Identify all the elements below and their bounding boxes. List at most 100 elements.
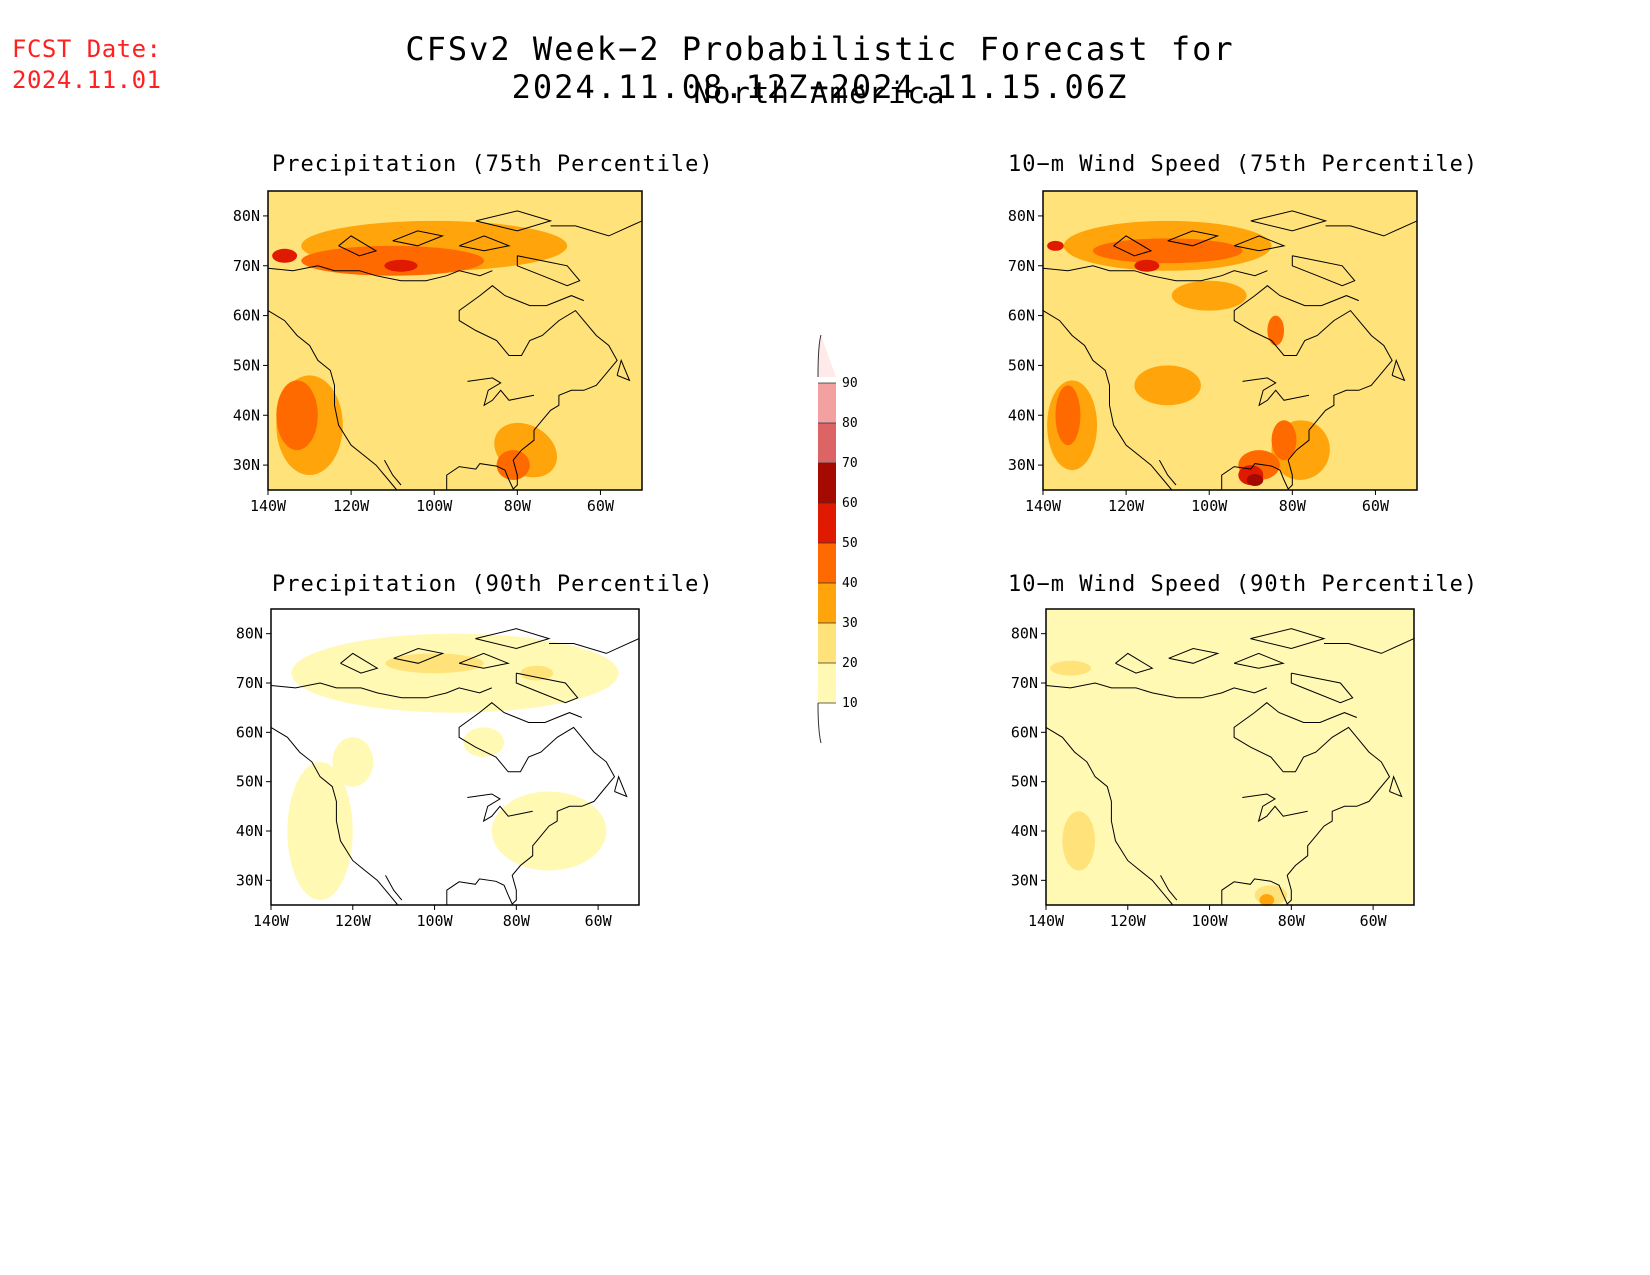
lat-tick-label: 40N [1008, 406, 1035, 424]
map-wind-90: 140W 120W 100W 80W 60W 80N 70N 60N 50N 40N 30N [1011, 608, 1415, 930]
forecast-contour [384, 259, 418, 272]
coastline [467, 377, 535, 407]
fcst-date-value: 2024.11.01 [12, 66, 162, 94]
lat-tick-label: 80N [1011, 625, 1038, 643]
panel-title-precip-75: Precipitation (75th Percentile) [272, 152, 714, 177]
colorbar-swatch [818, 583, 836, 623]
coastline [1291, 255, 1356, 287]
coastline [458, 652, 510, 669]
coastline [393, 647, 445, 664]
coastline [1242, 793, 1308, 823]
page-title: CFSv2 Week−2 Probabilistic Forecast for … [405, 30, 1235, 106]
forecast-contour [1259, 894, 1275, 906]
lat-tick-label: 30N [1008, 456, 1035, 474]
forecast-contour [463, 727, 505, 757]
coastline [467, 793, 533, 823]
coastline [475, 628, 551, 650]
forecast-contour [385, 653, 484, 674]
map-precip-90: 140W 120W 100W 80W 60W 80N 70N 60N 50N 40N 30N [236, 608, 640, 930]
colorbar-label: 20 [842, 656, 858, 671]
coastline [1045, 726, 1174, 906]
coastline [267, 265, 493, 282]
forecast-contour [1055, 385, 1081, 446]
forecast-contour [276, 380, 318, 451]
lon-tick-label: 80W [1279, 497, 1307, 515]
coastline [549, 638, 640, 654]
coastline [1168, 647, 1220, 664]
lat-tick-label: 30N [1011, 871, 1038, 889]
coastline [516, 255, 581, 287]
coastline [1115, 652, 1154, 674]
coastline [614, 775, 628, 798]
fcst-date-label: FCST Date: [12, 35, 162, 63]
lon-tick-label: 100W [1191, 912, 1228, 930]
coastline [475, 210, 553, 232]
lon-tick-label: 140W [1028, 912, 1065, 930]
colorbar-swatch [818, 383, 836, 423]
forecast-contour [1134, 365, 1201, 406]
forecast-contour [425, 310, 510, 371]
forecast-contour [1134, 259, 1160, 272]
forecast-contour [1284, 325, 1384, 406]
forecast-contour [1271, 420, 1297, 461]
forecast-contour [520, 665, 554, 681]
map-frame [1045, 608, 1415, 906]
colorbar-label: 80 [842, 416, 858, 431]
colorbar-swatch [818, 663, 836, 703]
coastline [1113, 235, 1153, 257]
forecast-contour [496, 450, 530, 481]
map-frame [267, 190, 643, 491]
lon-tick-label: 80W [503, 912, 531, 930]
coastline [392, 230, 445, 247]
forecast-contour [1267, 315, 1285, 346]
lat-tick-label: 50N [236, 773, 263, 791]
coastline [550, 220, 643, 237]
lon-tick-label: 60W [1362, 497, 1390, 515]
colorbar-swatch [818, 423, 836, 463]
lat-tick-label: 80N [1008, 207, 1035, 225]
coastline [1158, 459, 1177, 486]
coastline [270, 726, 399, 906]
coastline [1221, 702, 1391, 905]
colorbar-swatch [818, 543, 836, 583]
lat-tick-label: 30N [236, 871, 263, 889]
coastline [1290, 672, 1354, 704]
forecast-contour [491, 791, 607, 871]
forecast-contour [1047, 240, 1064, 251]
coastline [1324, 638, 1415, 654]
forecast-contour [1062, 811, 1096, 871]
panel-title-precip-90: Precipitation (90th Percentile) [272, 572, 714, 597]
coastline [1167, 230, 1220, 247]
lon-tick-label: 80W [504, 497, 532, 515]
lon-tick-label: 100W [416, 497, 453, 515]
lat-tick-label: 70N [236, 674, 263, 692]
coastline [1242, 377, 1310, 407]
forecast-contour [1171, 280, 1247, 311]
coastline [1042, 310, 1173, 491]
coastline [1325, 220, 1418, 237]
lon-tick-label: 60W [585, 912, 613, 930]
coastline [446, 285, 618, 490]
forecast-contour [1066, 633, 1394, 713]
map-frame [1042, 190, 1418, 491]
forecast-contour [1050, 660, 1091, 676]
colorbar-bottom-cap [817, 702, 822, 744]
lat-tick-label: 60N [1011, 723, 1038, 741]
lon-tick-label: 120W [333, 497, 370, 515]
colorbar-label: 70 [842, 456, 858, 471]
colorbar-label: 90 [842, 376, 858, 391]
lat-tick-label: 40N [236, 822, 263, 840]
coastline [270, 682, 492, 699]
lon-tick-label: 100W [1191, 497, 1228, 515]
coastline [1045, 682, 1267, 699]
panel-title-wind-90: 10−m Wind Speed (90th Percentile) [1008, 572, 1479, 597]
coastline [446, 702, 616, 905]
map-frame [270, 608, 640, 906]
colorbar-swatch [818, 623, 836, 663]
colorbar-label: 30 [842, 616, 858, 631]
forecast-contour [287, 761, 353, 901]
coastline [340, 652, 379, 674]
coastline [1389, 775, 1403, 798]
coastline [383, 459, 402, 486]
lat-tick-label: 80N [236, 625, 263, 643]
